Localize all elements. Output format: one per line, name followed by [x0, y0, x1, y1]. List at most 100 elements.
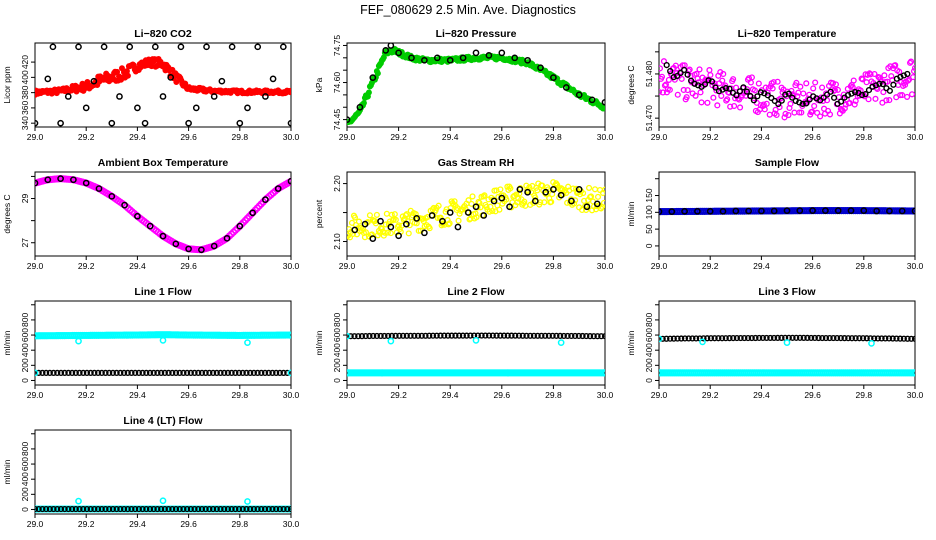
data-point [588, 96, 596, 104]
x-tick-label: 29.6 [494, 390, 511, 400]
data-point [288, 87, 291, 94]
data-point [223, 234, 231, 242]
data-point [553, 332, 560, 339]
data-point [763, 334, 770, 342]
data-point [911, 369, 915, 377]
x-tick-label: 30.0 [283, 390, 300, 400]
data-point [437, 332, 444, 339]
data-point [402, 220, 410, 228]
data-point [441, 332, 448, 339]
y-axis-label: degrees C [2, 194, 12, 233]
data-point [531, 197, 539, 205]
data-point [217, 369, 224, 376]
data-point [806, 96, 813, 103]
data-point [826, 334, 833, 342]
panel-title: Line 4 (LT) Flow [123, 415, 203, 427]
data-point [809, 207, 816, 214]
data-point [859, 76, 866, 83]
data-point [791, 109, 798, 116]
plot-area [347, 332, 605, 377]
data-point [565, 183, 572, 190]
data-point [516, 186, 524, 193]
panel-l3: Line 3 Flow ml/min 29.0 29.2 29.4 29.6 29.8 30.… [626, 286, 924, 400]
data-point [756, 334, 763, 342]
data-point [719, 207, 727, 215]
data-point [776, 104, 783, 111]
data-point [744, 334, 752, 342]
data-point [191, 505, 198, 513]
y-axis-label: ml/min [626, 201, 636, 226]
data-point [799, 100, 806, 108]
x-tick-label: 29.6 [180, 132, 197, 142]
x-tick-label: 29.8 [232, 132, 249, 142]
data-point [35, 505, 42, 513]
data-point [798, 109, 805, 116]
y-tick-label: 0 [644, 243, 654, 248]
data-point [904, 335, 911, 342]
data-point [774, 78, 781, 85]
data-point [172, 240, 180, 248]
data-point [724, 96, 731, 103]
data-point [888, 73, 895, 80]
data-point [284, 505, 291, 513]
y-axis-label: kPa [314, 77, 324, 92]
data-point [134, 104, 141, 112]
data-point [751, 87, 758, 94]
data-point [808, 334, 815, 342]
x-tick-label: 29.4 [129, 261, 146, 271]
data-point [759, 334, 766, 342]
data-point [65, 505, 72, 513]
data-point [287, 331, 291, 339]
data-point [834, 207, 842, 214]
data-point [514, 199, 521, 206]
data-point [686, 66, 693, 73]
series-2-5-min [351, 186, 601, 242]
data-point [239, 369, 246, 376]
data-point [405, 230, 412, 237]
data-point [165, 369, 172, 376]
data-point [750, 97, 757, 104]
data-point [54, 369, 61, 376]
data-point [549, 332, 556, 339]
data-point [61, 369, 68, 376]
data-point [106, 505, 113, 513]
data-point [838, 106, 845, 114]
data-point [598, 333, 605, 340]
data-point [837, 335, 844, 342]
data-point [583, 203, 591, 211]
data-point [905, 77, 912, 84]
data-point [90, 77, 98, 85]
data-point [832, 81, 839, 88]
data-point [902, 81, 909, 88]
data-point [273, 369, 280, 376]
data-point [448, 332, 455, 339]
data-point [120, 369, 128, 376]
data-point [841, 335, 848, 342]
data-point [387, 337, 395, 345]
series-fine [347, 179, 605, 241]
y-tick-label: 400 [644, 343, 654, 357]
data-point [810, 85, 817, 92]
data-point [489, 332, 496, 339]
data-point [351, 226, 359, 234]
data-point [254, 43, 262, 51]
data-point [747, 93, 754, 100]
y-tick-label: 51.480 [644, 61, 654, 87]
y-axis-label: degrees C [626, 65, 636, 104]
data-point [775, 100, 782, 108]
data-point [232, 369, 239, 376]
panel-title: Gas Stream RH [438, 157, 514, 169]
data-point [911, 207, 915, 215]
data-point [243, 369, 250, 376]
data-point [254, 505, 261, 513]
data-point [698, 99, 705, 106]
series-fine [35, 56, 291, 98]
data-point [562, 187, 569, 194]
x-tick-label: 29.6 [180, 390, 197, 400]
data-point [910, 68, 915, 75]
data-point [154, 505, 161, 513]
data-point [75, 497, 82, 505]
data-point [803, 80, 810, 87]
data-point [75, 43, 82, 51]
x-tick-label: 30.0 [283, 132, 300, 142]
